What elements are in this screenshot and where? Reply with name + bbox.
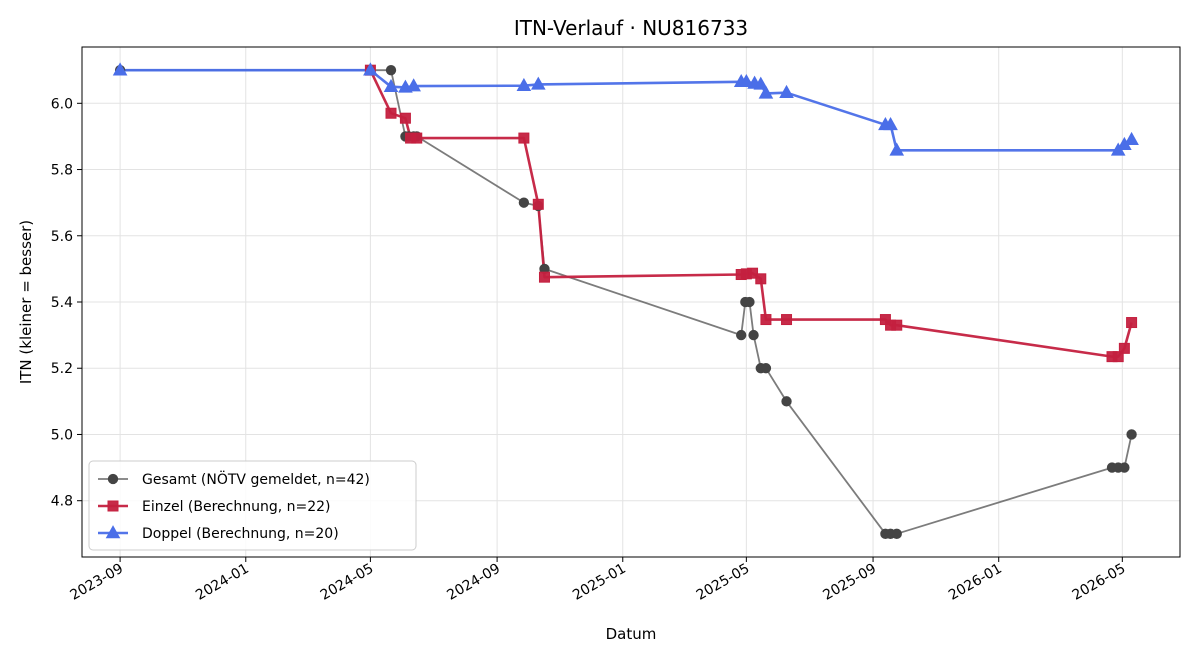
data-point-gesamt (518, 197, 530, 208)
data-point-doppel (883, 116, 898, 131)
y-tick-label: 5.2 (51, 361, 73, 377)
data-point-doppel (779, 84, 794, 98)
data-point-einzel (411, 132, 423, 144)
y-tick-label: 6.0 (51, 96, 73, 112)
data-point-einzel (1112, 351, 1124, 363)
legend-box (88, 460, 417, 551)
y-tick-label: 4.8 (51, 494, 73, 510)
legend-label-einzel: Einzel (Berechnung, n=22) (142, 499, 331, 515)
data-point-gesamt (744, 296, 755, 308)
data-point-doppel (383, 78, 399, 93)
data-point-doppel (889, 142, 905, 156)
data-point-einzel (399, 112, 411, 124)
data-point-doppel (1124, 131, 1139, 145)
legend-label-gesamt: Gesamt (NÖTV gemeldet, n=42) (142, 470, 370, 488)
data-point-gesamt (1126, 429, 1137, 440)
y-axis-label: ITN (kleiner = besser) (17, 220, 35, 384)
data-point-gesamt (385, 65, 397, 76)
legend-label-doppel: Doppel (Berechnung, n=20) (142, 526, 339, 542)
data-point-einzel (518, 132, 530, 144)
y-tick-label: 5.8 (51, 163, 73, 179)
data-point-einzel (747, 267, 759, 279)
data-point-doppel (753, 76, 769, 90)
data-point-doppel (739, 73, 754, 88)
data-point-einzel (538, 271, 550, 283)
legend-marker-doppel (105, 525, 121, 539)
data-point-doppel (516, 77, 532, 92)
y-tick-label: 5.0 (51, 427, 73, 443)
data-point-gesamt (891, 528, 902, 539)
y-tick-label: 5.4 (51, 295, 73, 311)
data-point-einzel (760, 314, 772, 326)
data-point-doppel (363, 62, 378, 76)
chart-title: ITN-Verlauf · NU816733 (514, 16, 748, 40)
data-point-einzel (891, 319, 903, 331)
data-point-einzel (385, 107, 397, 119)
legend-marker-gesamt (107, 473, 119, 485)
data-point-gesamt (736, 329, 747, 341)
data-point-doppel (112, 62, 128, 76)
data-point-einzel (1126, 317, 1138, 329)
data-point-doppel (758, 85, 774, 99)
data-point-gesamt (1119, 462, 1130, 473)
data-point-einzel (781, 314, 793, 326)
y-axis: 4.8 5.0 5.2 5.4 5.6 5.8 6.0 (51, 96, 82, 510)
data-point-einzel (755, 273, 767, 285)
series-markers (112, 62, 1139, 539)
legend-marker-einzel (107, 500, 119, 512)
legend: Gesamt (NÖTV gemeldet, n=42) Einzel (Bere… (88, 460, 417, 551)
data-point-doppel (406, 78, 421, 92)
data-point-einzel (532, 198, 544, 210)
data-point-einzel (1118, 342, 1130, 354)
y-tick-label: 5.6 (51, 229, 73, 245)
data-point-gesamt (748, 329, 759, 341)
x-axis-label: Datum (606, 625, 657, 643)
data-point-gesamt (781, 396, 792, 407)
data-point-gesamt (760, 363, 772, 374)
data-point-doppel (530, 76, 546, 90)
